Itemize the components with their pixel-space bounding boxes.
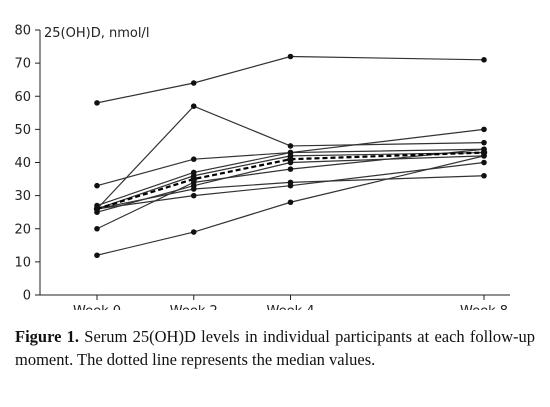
data-point [190, 103, 197, 109]
data-point [94, 182, 100, 189]
y-tick-label: 60 [14, 90, 31, 105]
x-tick-label: Week 0 [73, 304, 121, 310]
median-point [190, 175, 197, 183]
y-axis-title: 25(OH)D, nmol/l [44, 26, 149, 41]
chart: 0 10 20 30 40 50 60 70 80 Week 0 Week 2 Week 4 Week … [14, 24, 510, 310]
y-tick-label: 40 [14, 156, 31, 171]
axes: 0 10 20 30 40 50 60 70 80 Week 0 Week 2 Week 4 Week … [14, 24, 510, 310]
data-point [94, 100, 100, 106]
y-tick-label: 30 [14, 189, 31, 204]
participant-series-line [96, 128, 485, 207]
line-chart: 0 10 20 30 40 50 60 70 80 Week 0 Week 2 Week 4 Week … [14, 24, 510, 310]
x-tick-label: Week 2 [170, 304, 218, 310]
participant-series-line [96, 151, 485, 210]
participant-series-line [96, 55, 485, 104]
data-point [190, 156, 197, 162]
x-tick-label: Week 4 [266, 304, 314, 310]
participant-series-line [96, 148, 485, 230]
y-tick-label: 80 [14, 24, 31, 39]
participant-series-line [96, 148, 485, 187]
participant-series-line [96, 155, 485, 256]
data-point [481, 159, 487, 166]
participant-series-line [96, 105, 485, 210]
data-point [287, 166, 294, 172]
participant-series-line [96, 161, 485, 210]
caption-text: Serum 25(OH)D levels in individual parti… [15, 327, 535, 369]
data-point [94, 252, 100, 259]
data-point [481, 126, 487, 133]
data-point [287, 199, 294, 206]
y-tick-label: 50 [14, 123, 31, 138]
y-tick-label: 10 [14, 255, 31, 270]
median-series-line [96, 151, 485, 210]
data-point [481, 139, 487, 146]
data-point [190, 186, 197, 192]
data-point [287, 53, 294, 60]
data-point [190, 192, 197, 199]
median-point [480, 149, 488, 156]
data-point [481, 172, 487, 179]
median-point [287, 155, 294, 163]
figure-caption: Figure 1. Serum 25(OH)D levels in indivi… [15, 325, 535, 371]
data-point [287, 143, 294, 149]
y-tick-label: 0 [23, 289, 31, 304]
data-point [287, 182, 294, 189]
data-point [190, 229, 197, 235]
y-tick-label: 70 [14, 57, 31, 72]
y-tick-label: 20 [14, 222, 31, 237]
data-point [94, 225, 100, 232]
series-lines [93, 53, 488, 259]
caption-label: Figure 1. [15, 327, 80, 346]
data-point [190, 80, 197, 86]
median-point [93, 205, 101, 213]
x-tick-label: Week 8 [460, 304, 508, 310]
data-point [481, 57, 487, 63]
